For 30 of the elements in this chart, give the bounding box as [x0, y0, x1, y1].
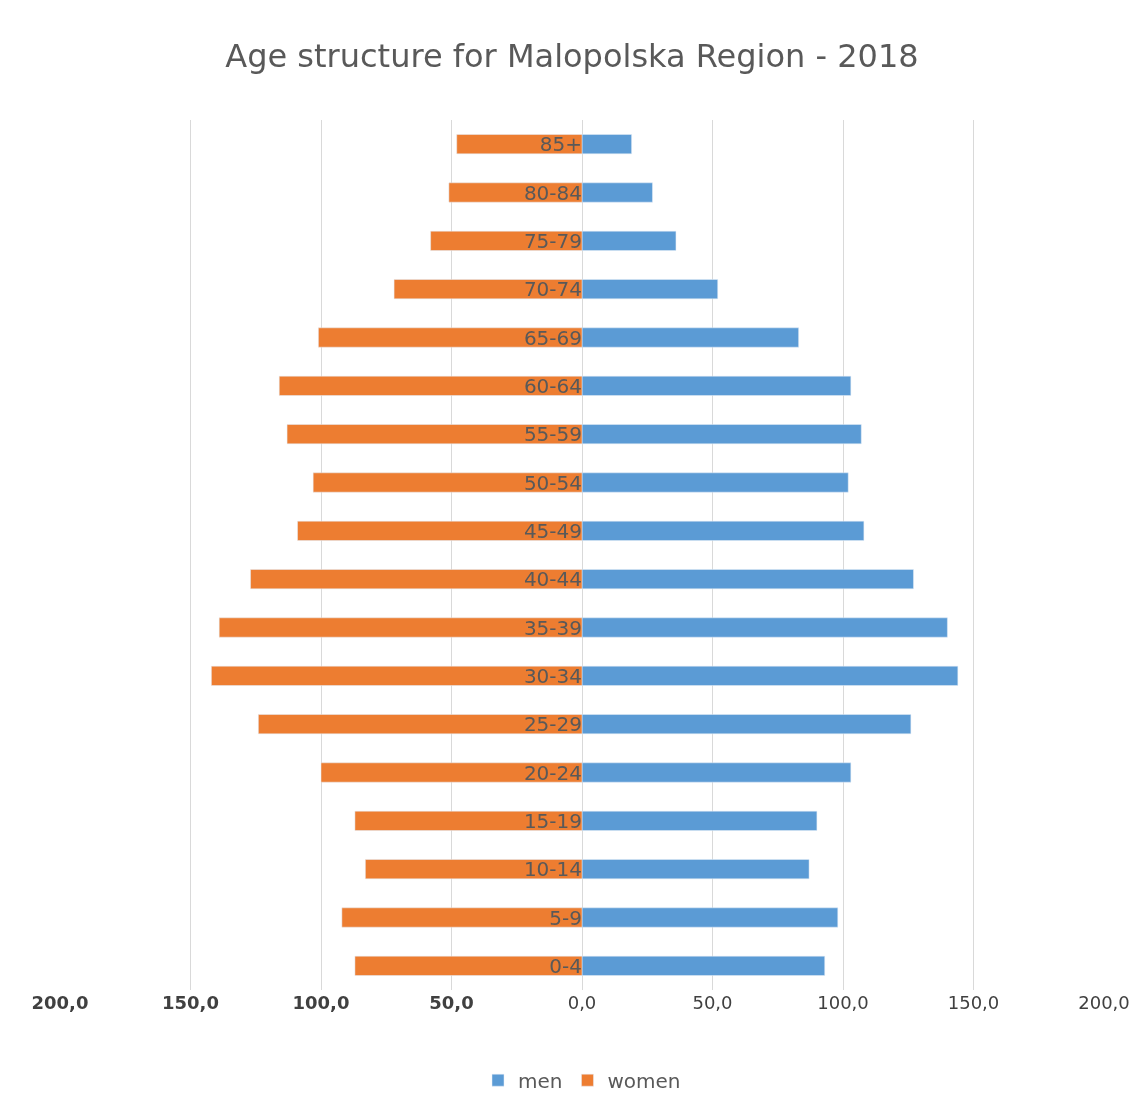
y-tick-label: 80-84: [523, 180, 582, 205]
y-tick-label: 60-64: [523, 373, 582, 398]
y-tick-label: 5-9: [549, 905, 582, 930]
x-tick-label: 200,0: [1078, 992, 1130, 1013]
y-tick-label: 40-44: [523, 567, 582, 592]
y-tick-label: 75-79: [523, 228, 582, 253]
y-tick-label: 45-49: [523, 518, 582, 543]
x-tick-label: 150,0: [162, 992, 219, 1013]
x-tick-label: 0,0: [567, 992, 597, 1013]
chart-title: Age structure for Malopolska Region - 2018: [225, 36, 919, 75]
y-tick-label: 50-54: [523, 470, 582, 495]
legend-label: men: [518, 1068, 563, 1093]
x-tick-label: 100,0: [292, 992, 350, 1013]
y-tick-label: 70-74: [523, 277, 582, 302]
x-tick-label: 200,0: [31, 992, 89, 1013]
x-tick-label: 50,0: [429, 992, 474, 1013]
legend-label: women: [607, 1068, 681, 1093]
y-tick-label: 30-34: [523, 663, 582, 688]
y-tick-label: 20-24: [523, 760, 582, 785]
y-tick-label: 0-4: [549, 953, 582, 978]
y-tick-label: 25-29: [523, 712, 582, 737]
x-tick-label: 100,0: [817, 992, 869, 1013]
y-tick-label: 85+: [539, 132, 582, 157]
y-tick-label: 15-19: [523, 808, 582, 833]
x-tick-label: 150,0: [947, 992, 1000, 1013]
y-tick-label: 65-69: [523, 325, 582, 350]
y-tick-label: 55-59: [523, 422, 582, 447]
x-tick-label: 50,0: [692, 992, 733, 1013]
y-tick-label: 35-39: [523, 615, 582, 640]
y-tick-label: 10-14: [523, 857, 582, 882]
